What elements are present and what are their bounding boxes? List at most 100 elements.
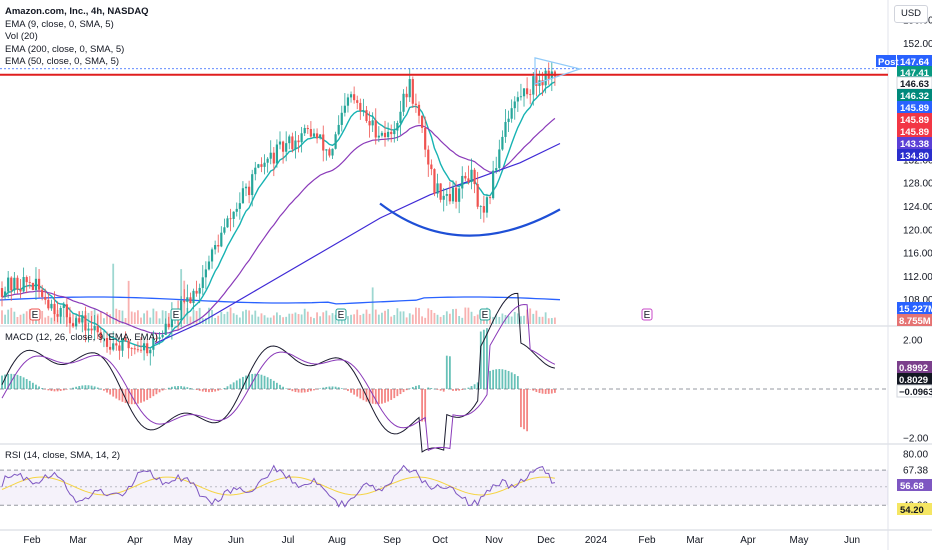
macd-bar: [405, 389, 408, 391]
macd-bar: [112, 389, 115, 397]
macd-bar: [19, 375, 22, 389]
volume-bar: [62, 316, 65, 324]
volume-bar: [22, 313, 25, 324]
volume-bar: [479, 317, 482, 324]
candle-body: [405, 93, 408, 98]
rsi-axis-tick: 67.38: [903, 466, 928, 477]
macd-bar: [195, 389, 198, 390]
volume-bar: [204, 318, 207, 324]
symbol-title[interactable]: Amazon.com, Inc., 4h, NASDAQ: [5, 6, 149, 17]
volume-bar: [19, 314, 22, 324]
macd-bar: [411, 387, 414, 389]
macd-title[interactable]: MACD (12, 26, close, 9, EMA, EMA): [5, 332, 159, 343]
volume-bar: [50, 317, 53, 324]
macd-bar: [362, 389, 365, 401]
candle-body: [56, 314, 59, 317]
macd-bar: [133, 389, 136, 405]
macd-badge-bg: [897, 373, 932, 385]
candle-body: [167, 323, 170, 328]
candle-body: [417, 104, 421, 116]
volume-bar: [226, 311, 229, 324]
macd-bar: [22, 377, 25, 389]
volume-bar: [229, 307, 232, 324]
macd-bar: [313, 389, 315, 391]
volume-bar: [294, 312, 297, 324]
candle-body: [476, 184, 479, 207]
indicator-ema200[interactable]: EMA (200, close, 0, SMA, 5): [5, 43, 125, 55]
legend: Amazon.com, Inc., 4h, NASDAQ EMA (9, clo…: [5, 6, 149, 69]
macd-bar: [554, 389, 556, 393]
candle-body: [281, 141, 285, 152]
macd-bar: [245, 375, 247, 389]
macd-bar: [510, 372, 513, 389]
volume-bar: [399, 311, 402, 324]
macd-bar: [164, 389, 167, 390]
volume-bar: [381, 312, 383, 324]
macd-bar: [84, 385, 87, 389]
macd-bar: [56, 389, 59, 392]
indicator-ema9[interactable]: EMA (9, close, 0, SMA, 5): [5, 18, 114, 30]
price-badge-bg: [897, 137, 932, 149]
price-badge: 146.32: [897, 89, 932, 102]
volume-bar: [489, 316, 491, 324]
candle-body: [263, 162, 266, 167]
candle-body: [300, 133, 303, 143]
candle-body: [90, 328, 93, 331]
macd-bar: [158, 389, 161, 393]
candle-body: [309, 129, 312, 137]
price-axis-tick: 108.00: [903, 295, 932, 306]
volume-bar: [309, 316, 312, 324]
candle-body: [424, 127, 427, 150]
volume-bar: [476, 314, 479, 324]
volume-bar: [402, 311, 405, 324]
macd-bar: [177, 386, 179, 389]
candle-body: [136, 349, 140, 351]
candle-body: [306, 127, 309, 130]
volume-bar: [347, 316, 349, 324]
macd-bar: [238, 378, 241, 389]
candle-body: [241, 188, 245, 204]
macd-bar: [198, 389, 201, 391]
rsi-title[interactable]: RSI (14, close, SMA, 14, 2): [5, 450, 121, 461]
candle-body: [10, 277, 13, 291]
volume-bar: [137, 310, 139, 324]
macd-bar: [161, 389, 164, 391]
price-axis-tick: 124.00: [903, 202, 932, 213]
volume-bar: [208, 307, 210, 324]
indicator-volume[interactable]: Vol (20): [5, 31, 38, 42]
earnings-marker: [29, 308, 41, 321]
volume-bar: [288, 313, 291, 324]
currency-button[interactable]: USD: [894, 5, 928, 23]
candle-body: [442, 195, 445, 200]
time-axis-label: Oct: [432, 535, 448, 546]
volume-bar: [16, 316, 19, 324]
volume-bar: [408, 313, 411, 324]
candle-body: [510, 108, 513, 119]
indicator-ema50[interactable]: EMA (50, close, 0, SMA, 5): [5, 56, 120, 67]
macd-bar: [461, 389, 464, 390]
candle-body: [87, 328, 90, 331]
macd-bar: [504, 369, 507, 389]
candle-body: [115, 343, 118, 346]
candle-body: [507, 118, 510, 122]
volume-bar: [544, 312, 547, 324]
candle-body: [130, 348, 133, 349]
macd-bar: [211, 389, 213, 393]
macd-bar: [390, 389, 393, 400]
candle-body: [291, 136, 294, 150]
volume-bar: [365, 309, 368, 324]
macd-bar: [384, 389, 386, 403]
candle-body: [319, 134, 322, 139]
candle-body: [260, 164, 263, 167]
macd-bar: [350, 389, 352, 393]
macd-bar: [507, 370, 510, 389]
candle-body: [479, 206, 482, 207]
candle-body: [155, 338, 158, 339]
macd-bar: [297, 389, 300, 393]
rsi-axis-tick: 80.00: [903, 450, 928, 461]
macd-bar: [347, 389, 349, 392]
candle-body: [498, 149, 501, 169]
volume-bar: [473, 316, 476, 324]
macd-bar: [343, 389, 346, 390]
